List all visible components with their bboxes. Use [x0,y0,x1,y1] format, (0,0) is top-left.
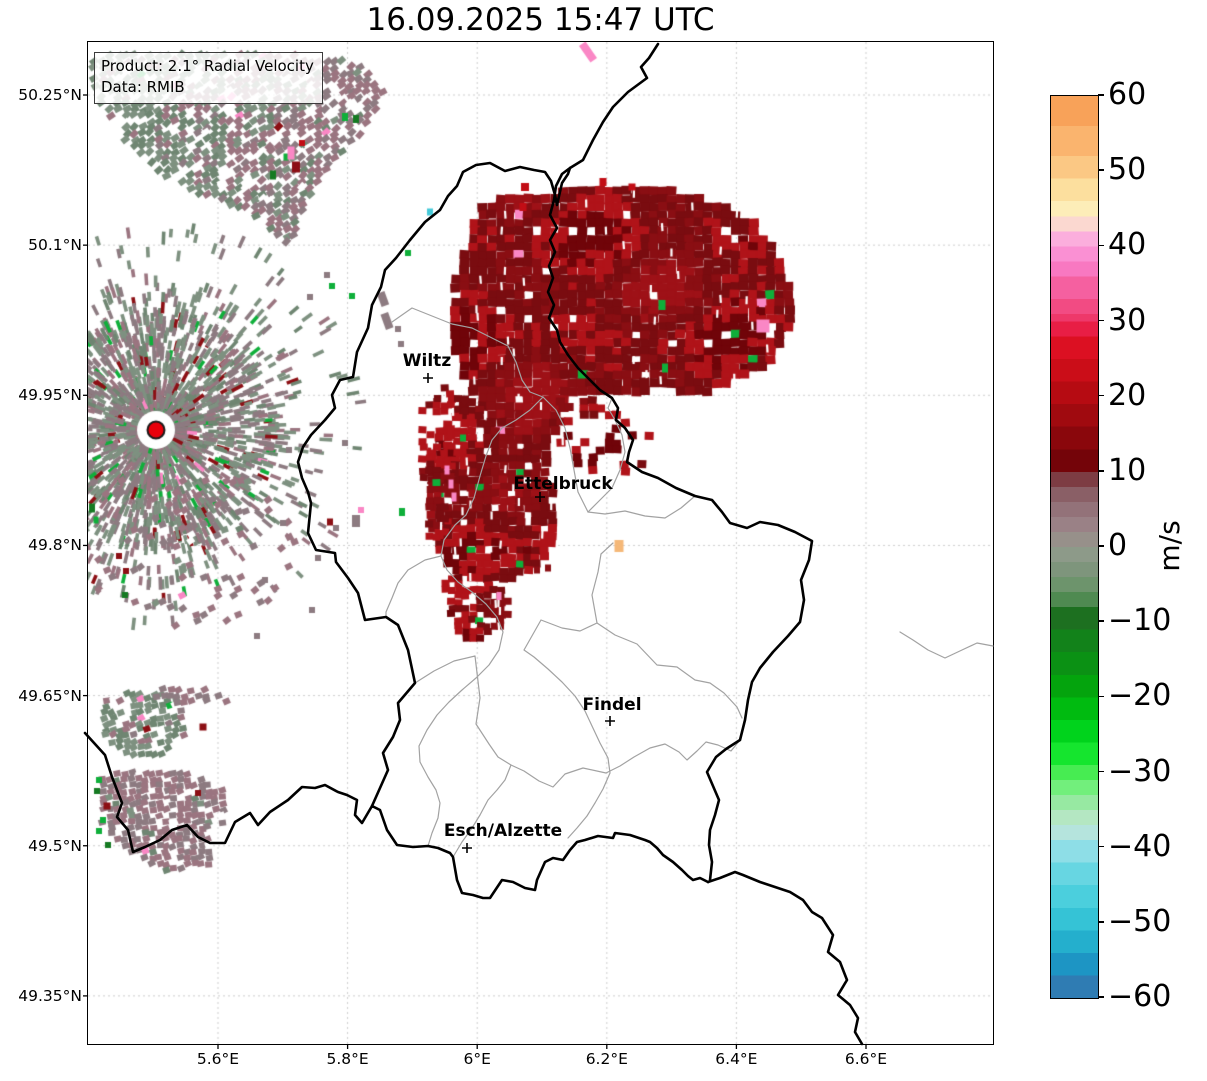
colorbar-tick-label: −50 [1108,903,1172,939]
canton-border-line [385,555,442,618]
lat-tick-label: 49.65°N [18,686,82,705]
lat-tick-label: 50.1°N [28,236,82,255]
country-border-line [408,161,572,242]
lon-tick-label: 5.8°E [326,1050,369,1068]
colorbar-tick [1098,695,1104,698]
map-area: Wiltz Ettelbruck Findel Esch/Alzette Produc… [83,41,994,1049]
colorbar-tick-label: 20 [1108,377,1147,413]
product-info-box: Product: 2.1° Radial Velocity Data: RMIB [94,52,323,104]
city-marker [423,373,433,383]
colorbar-tick [1098,770,1104,773]
lat-tick-label: 49.8°N [28,536,82,555]
canton-border-line [587,397,626,513]
lat-tick-label: 49.95°N [18,386,82,405]
country-border-line [706,870,864,1046]
colorbar-tick-label: −10 [1108,602,1172,638]
lat-tick-label: 50.25°N [18,86,82,104]
lon-tick-label: 6.6°E [844,1050,888,1068]
canton-border-line [391,307,544,398]
product-line: Product: 2.1° Radial Velocity [101,57,314,75]
canton-border-line [418,396,544,847]
canton-border-line [452,764,512,858]
city-label: Wiltz [403,351,452,371]
canton-border-line [899,631,994,659]
colorbar-tick-label: 30 [1108,302,1147,338]
chart-title: 16.09.2025 15:47 UTC [366,2,715,38]
colorbar-tick [1098,470,1104,472]
canton-border-line [596,622,743,719]
lon-tick-label: 5.6°E [196,1050,240,1068]
colorbar-tick [1098,319,1104,322]
lon-tick-label: 6.4°E [715,1050,758,1068]
lon-tick-label: 6°E [463,1050,491,1068]
colorbar-tick [1098,996,1104,998]
lat-tick-label: 49.35°N [18,986,82,1005]
city-marker [605,716,615,726]
country-border-line [296,238,417,808]
colorbar-tick [1098,394,1104,397]
colorbar-unit-label: m/s [1152,520,1186,572]
colorbar-tick [1098,169,1104,171]
colorbar-tick-label: 40 [1108,227,1147,263]
colorbar-tick-label: −40 [1108,828,1172,864]
colorbar-tick-label: −30 [1108,753,1172,789]
colorbar-tick [1098,244,1104,247]
lon-tick-label: 6.2°E [585,1050,628,1068]
colorbar-tick-label: 10 [1108,452,1147,488]
colorbar-tick-label: 0 [1108,527,1128,563]
city-label: Findel [582,695,641,715]
colorbar-tick [1098,94,1104,96]
colorbar-tick [1098,845,1104,848]
colorbar-tick-label: −60 [1108,978,1172,1014]
canton-border-line [587,495,696,519]
colorbar [1050,95,1099,999]
colorbar-tick-label: −20 [1108,678,1172,714]
city-label: Ettelbruck [513,474,613,494]
colorbar-tick-label: 60 [1108,76,1147,112]
canton-border-line [523,542,614,839]
country-border-line [83,731,710,900]
colorbar-tick-label: 50 [1108,151,1147,187]
colorbar-tick [1098,921,1104,923]
map-borders-svg: Wiltz Ettelbruck Findel Esch/Alzette [83,42,994,1049]
city-marker [535,492,545,502]
colorbar-tick [1098,620,1104,622]
city-marker [462,843,472,853]
lat-tick-label: 49.5°N [28,836,82,855]
canton-border-line [542,396,589,513]
colorbar-tick [1098,545,1104,547]
country-border-line [546,42,814,882]
radar-echo-canvas [88,42,993,1044]
canton-border-line [414,655,741,788]
city-label: Esch/Alzette [444,821,562,841]
data-source-line: Data: RMIB [101,78,185,97]
